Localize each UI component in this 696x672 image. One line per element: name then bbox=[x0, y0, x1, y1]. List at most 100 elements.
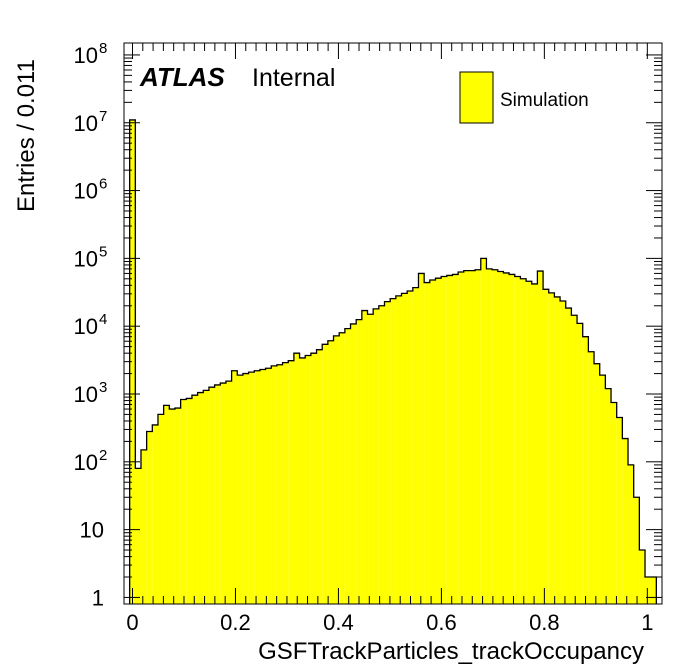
x-axis-label: GSFTrackParticles_trackOccupancy bbox=[258, 638, 644, 665]
histogram-bin bbox=[350, 323, 357, 604]
y-tick-label: 10 bbox=[74, 111, 98, 136]
histogram-bin bbox=[565, 308, 572, 604]
histogram-bin bbox=[174, 408, 181, 604]
histogram-bin bbox=[242, 373, 249, 604]
y-tick-label: 10 bbox=[80, 518, 104, 543]
histogram-bin bbox=[554, 296, 561, 604]
histogram-bin bbox=[424, 282, 430, 604]
histogram-bin bbox=[191, 395, 198, 604]
y-tick-label: 1 bbox=[92, 585, 104, 610]
y-tick-label: 10 bbox=[74, 43, 98, 68]
histogram-bin bbox=[435, 278, 442, 604]
histogram-bin bbox=[310, 353, 317, 604]
histogram-bin bbox=[288, 360, 294, 604]
histogram-bin bbox=[605, 388, 612, 604]
y-tick-label: 10 bbox=[74, 314, 98, 339]
legend-swatch-simulation bbox=[459, 71, 494, 124]
histogram-bin bbox=[259, 369, 266, 604]
histogram-bin bbox=[571, 315, 578, 604]
histogram-bin bbox=[214, 384, 221, 604]
y-tick-label-exponent: 7 bbox=[99, 108, 107, 125]
histogram-bin bbox=[480, 258, 487, 604]
histogram-bin bbox=[208, 387, 215, 604]
legend-label-simulation: Simulation bbox=[500, 90, 589, 111]
y-tick-label: 10 bbox=[74, 450, 98, 475]
y-tick-label: 10 bbox=[74, 179, 98, 204]
y-tick-label-exponent: 5 bbox=[99, 243, 107, 260]
x-tick-label: 0.8 bbox=[529, 610, 560, 635]
histogram-bin bbox=[186, 398, 192, 604]
histogram-bin bbox=[339, 332, 345, 604]
y-tick-label-exponent: 2 bbox=[99, 447, 107, 464]
x-tick-label: 0.2 bbox=[220, 610, 251, 635]
histogram-bars bbox=[129, 119, 657, 604]
histogram-bin bbox=[378, 305, 385, 604]
histogram-bin bbox=[514, 276, 521, 604]
x-axis-ticks bbox=[131, 43, 648, 604]
histogram-bin bbox=[401, 293, 408, 604]
histogram-bin bbox=[520, 278, 527, 604]
x-tick-label: 0.4 bbox=[323, 610, 354, 635]
histogram-bin bbox=[548, 292, 555, 604]
histogram-bin bbox=[384, 301, 391, 604]
histogram-bin bbox=[543, 289, 549, 604]
histogram-bin bbox=[203, 390, 209, 604]
y-axis-ticks bbox=[124, 54, 662, 598]
histogram-bin bbox=[157, 414, 164, 604]
histogram-bin bbox=[645, 577, 651, 604]
plot-frame bbox=[123, 42, 663, 605]
histogram-bin bbox=[628, 464, 634, 604]
histogram-bin bbox=[475, 269, 481, 604]
histogram-bin bbox=[356, 319, 362, 604]
histogram-bin bbox=[254, 370, 260, 604]
y-tick-label-exponent: 8 bbox=[99, 40, 107, 57]
histogram-bin bbox=[152, 424, 158, 604]
histogram-bin bbox=[135, 468, 141, 604]
histogram-bin bbox=[169, 409, 175, 604]
histogram-bin bbox=[237, 375, 243, 604]
histogram-bin bbox=[197, 392, 204, 604]
histogram-bin bbox=[231, 370, 238, 604]
histogram-bin bbox=[390, 298, 396, 604]
histogram-bin bbox=[611, 402, 617, 604]
y-axis-label: Entries / 0.011 bbox=[13, 59, 40, 212]
histogram-bin bbox=[412, 287, 419, 604]
histogram-bin bbox=[248, 372, 255, 604]
histogram-bin bbox=[373, 308, 379, 604]
histogram-bin bbox=[282, 362, 289, 604]
histogram-bin bbox=[395, 295, 402, 604]
histogram-bin bbox=[333, 335, 340, 604]
y-tick-label: 10 bbox=[74, 382, 98, 407]
histogram-bin bbox=[639, 550, 646, 604]
histogram-bin bbox=[140, 449, 147, 604]
histogram-bin bbox=[299, 357, 306, 604]
y-tick-label-exponent: 6 bbox=[99, 176, 107, 193]
histogram-bin bbox=[452, 274, 459, 604]
histogram-bin bbox=[220, 383, 226, 604]
histogram-bin bbox=[146, 431, 153, 604]
histogram-bin bbox=[588, 351, 595, 604]
histogram-bin bbox=[293, 353, 300, 604]
histogram-bin bbox=[322, 344, 328, 604]
y-tick-label-exponent: 4 bbox=[99, 311, 107, 328]
atlas-status-label: Internal bbox=[252, 64, 335, 92]
histogram-bin bbox=[276, 364, 283, 604]
histogram-outline bbox=[129, 119, 657, 604]
x-tick-label: 0 bbox=[126, 610, 138, 635]
histogram-bin bbox=[407, 291, 413, 604]
histogram-bin bbox=[458, 271, 464, 604]
histogram-bin bbox=[486, 268, 493, 604]
histogram-bin bbox=[577, 323, 583, 604]
atlas-label: ATLAS bbox=[139, 62, 225, 92]
x-tick-label: 0.6 bbox=[426, 610, 457, 635]
histogram-bin bbox=[418, 273, 425, 604]
histogram-bin bbox=[582, 336, 589, 604]
histogram-bin bbox=[163, 405, 170, 604]
histogram-bin bbox=[463, 270, 470, 604]
histogram-bin bbox=[361, 310, 368, 604]
histogram-bin bbox=[469, 270, 476, 604]
histogram-bin bbox=[616, 417, 623, 604]
histogram-bin bbox=[537, 271, 544, 604]
